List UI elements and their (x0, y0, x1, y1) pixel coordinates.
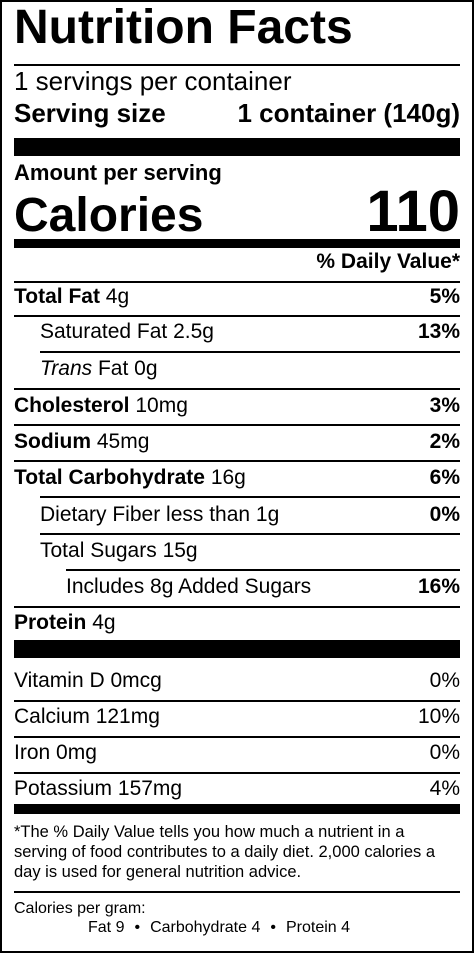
daily-value-footnote: *The % Daily Value tells you how much a … (14, 823, 435, 881)
separator-dot: • (134, 919, 141, 936)
nutrient-dv: 2% (429, 430, 460, 453)
nutrient-dv: 5% (429, 285, 460, 308)
nutrient-amount: 2.5g (173, 320, 214, 343)
fat-per-gram: Fat 9 (88, 919, 125, 936)
vitamin-name: Calcium (14, 705, 90, 728)
nutrient-name: Saturated Fat (40, 320, 168, 343)
nutrient-row-saturated-fat: Saturated Fat 2.5g 13% (14, 320, 460, 350)
nutrient-name: Fat (97, 357, 129, 380)
thick-divider (14, 138, 460, 156)
serving-size-value: 1 container (140g) (237, 98, 460, 128)
thick-divider (14, 640, 460, 658)
vitamin-row-iron: Iron 0mg 0% (14, 741, 460, 765)
nutrient-amount: 45mg (96, 430, 150, 453)
nutrient-row-trans-fat: Trans Fat 0g (14, 357, 460, 387)
vitamin-dv: 0% (429, 669, 460, 692)
vitamin-name: Potassium (14, 777, 113, 800)
nutrient-dv: 13% (417, 320, 460, 343)
nutrient-row-protein: Protein 4g (14, 611, 460, 641)
nutrient-name: Cholesterol (14, 394, 130, 417)
serving-size-label: Serving size (14, 98, 166, 128)
carbohydrate-per-gram: Carbohydrate 4 (150, 919, 261, 936)
nutrient-row-total-fat: Total Fat 4g 5% (14, 285, 460, 315)
separator-dot: • (270, 919, 276, 936)
vitamin-amount: 121mg (95, 705, 160, 728)
divider (14, 606, 460, 608)
vitamin-row-potassium: Potassium 157mg 4% (14, 777, 460, 801)
servings-text: 1 servings per container (14, 66, 292, 96)
nutrient-amount: 16g (210, 466, 246, 489)
divider (14, 315, 460, 317)
divider (14, 700, 460, 702)
nutrient-dv: 0% (429, 503, 460, 526)
nutrient-row-total-carbohydrate: Total Carbohydrate 16g 6% (14, 466, 460, 496)
nutrient-name: Includes 8g Added Sugars (66, 575, 312, 598)
nutrient-amount: less than 1g (166, 503, 280, 526)
divider (14, 460, 460, 462)
vitamin-amount: 0mg (56, 741, 97, 764)
nutrient-name: Total Carbohydrate (14, 466, 205, 489)
amount-per-serving: Amount per serving (14, 160, 460, 186)
nutrient-row-added-sugars: Includes 8g Added Sugars 16% (14, 575, 460, 605)
calories-label: Calories (14, 189, 204, 242)
vitamin-amount: 0mcg (110, 669, 162, 692)
vitamin-name: Iron (14, 741, 51, 764)
divider (14, 736, 460, 738)
nutrient-amount: 4g (92, 611, 116, 634)
calories-per-gram-label: Calories per gram: (14, 900, 146, 917)
vitamin-dv: 10% (417, 705, 460, 728)
nutrient-name: Total Fat (14, 285, 100, 308)
daily-value-header-text: % Daily Value* (316, 250, 460, 273)
label-title: Nutrition Facts (14, 0, 460, 55)
nutrient-amount: 10mg (135, 394, 188, 417)
divider (14, 424, 460, 426)
nutrient-dv: 6% (429, 466, 460, 489)
nutrient-amount: 0g (134, 357, 158, 380)
divider (14, 772, 460, 774)
nutrient-amount: 4g (105, 285, 130, 308)
nutrient-name-italic: Trans (40, 357, 93, 380)
divider (66, 569, 460, 571)
vitamin-name: Vitamin D (14, 669, 105, 692)
divider (14, 281, 460, 283)
nutrient-name: Dietary Fiber (40, 503, 161, 526)
calories-value: 110 (366, 179, 460, 244)
nutrient-row-dietary-fiber: Dietary Fiber less than 1g 0% (14, 503, 460, 533)
daily-value-header: % Daily Value* (14, 250, 460, 274)
vitamin-row-calcium: Calcium 121mg 10% (14, 705, 460, 729)
divider (14, 388, 460, 390)
vitamin-dv: 4% (429, 777, 460, 800)
protein-per-gram: Protein 4 (285, 919, 351, 936)
title-text: Nutrition Facts (14, 1, 353, 54)
medium-divider (14, 239, 460, 248)
divider (14, 64, 460, 66)
calories-per-gram-values: Fat 9 • Carbohydrate 4 • Protein 4 (88, 919, 350, 937)
divider (40, 351, 460, 353)
servings-per-container: 1 servings per container (14, 66, 460, 97)
serving-size: Serving size 1 container (140g) (14, 98, 460, 129)
vitamin-row-vitamin-d: Vitamin D 0mcg 0% (14, 669, 460, 693)
vitamin-amount: 157mg (117, 777, 183, 800)
nutrient-amount: 15g (162, 539, 198, 562)
nutrient-dv: 3% (429, 394, 460, 417)
nutrient-name: Protein (14, 611, 87, 634)
nutrient-dv: 16% (417, 575, 460, 598)
nutrient-name: Sodium (14, 430, 91, 453)
nutrient-row-sodium: Sodium 45mg 2% (14, 430, 460, 460)
amount-per-serving-text: Amount per serving (14, 160, 222, 185)
medium-divider (14, 804, 460, 814)
vitamin-dv: 0% (429, 741, 460, 764)
calories-row: Calories 110 (14, 178, 460, 245)
divider (14, 891, 460, 893)
nutrient-row-cholesterol: Cholesterol 10mg 3% (14, 394, 460, 424)
divider (40, 533, 460, 535)
nutrient-name: Total Sugars (40, 539, 157, 562)
divider (40, 496, 460, 498)
nutrient-row-total-sugars: Total Sugars 15g (14, 539, 460, 569)
